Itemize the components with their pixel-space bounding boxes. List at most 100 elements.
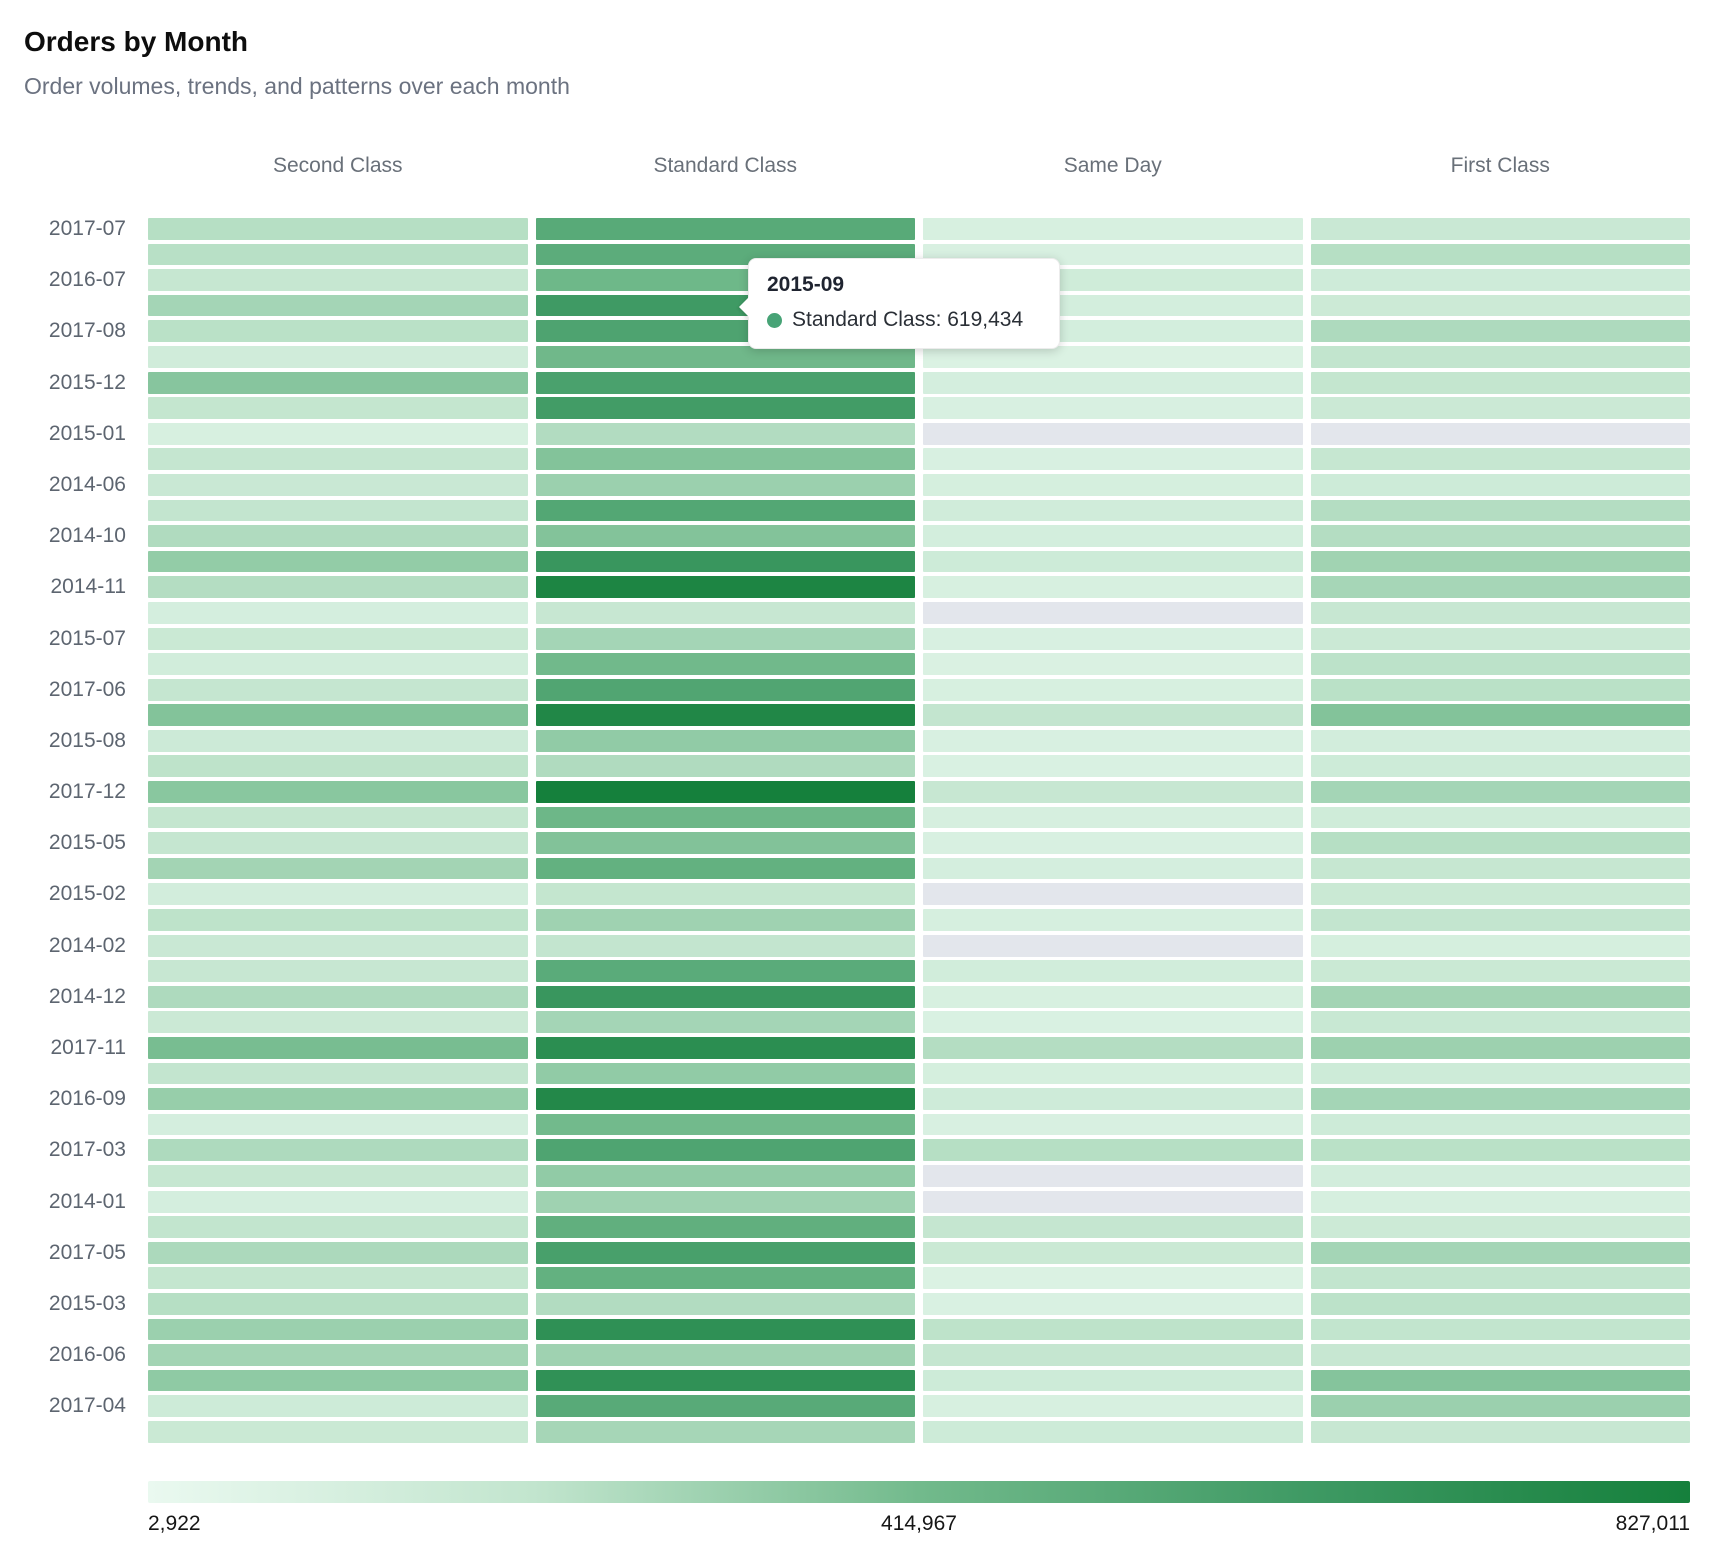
heatmap-cell[interactable] <box>535 550 915 573</box>
heatmap-cell[interactable] <box>535 832 915 855</box>
heatmap-cell[interactable] <box>535 1420 915 1443</box>
heatmap-cell[interactable] <box>1310 985 1690 1008</box>
heatmap-cell[interactable] <box>1310 1011 1690 1033</box>
heatmap-cell[interactable] <box>1310 1190 1690 1213</box>
heatmap-cell[interactable] <box>148 1113 528 1136</box>
heatmap-cell[interactable] <box>148 832 528 855</box>
heatmap-cell[interactable] <box>148 704 528 726</box>
heatmap-cell[interactable] <box>1310 960 1690 982</box>
heatmap-cell[interactable] <box>535 525 915 548</box>
heatmap-cell[interactable] <box>148 448 528 470</box>
heatmap-cell[interactable] <box>1310 857 1690 880</box>
heatmap-cell[interactable] <box>535 1190 915 1213</box>
heatmap-cell[interactable] <box>1310 473 1690 496</box>
heatmap-cell[interactable] <box>923 729 1303 752</box>
heatmap-cell[interactable] <box>535 1395 915 1418</box>
heatmap-cell[interactable] <box>923 499 1303 522</box>
heatmap-cell[interactable] <box>148 1344 528 1367</box>
heatmap-cell[interactable] <box>923 1241 1303 1264</box>
heatmap-cell[interactable] <box>535 218 915 240</box>
heatmap-cell[interactable] <box>535 653 915 675</box>
heatmap-cell[interactable] <box>1310 1395 1690 1418</box>
heatmap-cell[interactable] <box>535 806 915 829</box>
heatmap-cell[interactable] <box>923 371 1303 394</box>
heatmap-cell[interactable] <box>1310 525 1690 548</box>
heatmap-cell[interactable] <box>1310 243 1690 266</box>
heatmap-cell[interactable] <box>1310 1088 1690 1111</box>
heatmap-cell[interactable] <box>923 422 1303 445</box>
heatmap-cell[interactable] <box>148 294 528 317</box>
heatmap-cell[interactable] <box>1310 1420 1690 1443</box>
heatmap-cell[interactable] <box>148 1369 528 1392</box>
heatmap-cell[interactable] <box>1310 909 1690 931</box>
heatmap-cell[interactable] <box>923 1088 1303 1111</box>
heatmap-cell[interactable] <box>535 1267 915 1289</box>
heatmap-cell[interactable] <box>923 1139 1303 1162</box>
heatmap-cell[interactable] <box>1310 1113 1690 1136</box>
heatmap-cell[interactable] <box>1310 422 1690 445</box>
heatmap-cell[interactable] <box>148 1164 528 1187</box>
heatmap-cell[interactable] <box>1310 294 1690 317</box>
heatmap-cell[interactable] <box>148 601 528 624</box>
heatmap-cell[interactable] <box>923 601 1303 624</box>
heatmap-cell[interactable] <box>535 576 915 599</box>
heatmap-cell[interactable] <box>148 371 528 394</box>
heatmap-cell[interactable] <box>1310 499 1690 522</box>
heatmap-cell[interactable] <box>535 1216 915 1238</box>
heatmap-cell[interactable] <box>148 1395 528 1418</box>
heatmap-cell[interactable] <box>1310 601 1690 624</box>
heatmap-cell[interactable] <box>923 1267 1303 1289</box>
heatmap-cell[interactable] <box>923 525 1303 548</box>
heatmap-cell[interactable] <box>148 857 528 880</box>
heatmap-cell[interactable] <box>148 320 528 343</box>
heatmap-cell[interactable] <box>535 729 915 752</box>
heatmap-cell[interactable] <box>923 1011 1303 1033</box>
heatmap-cell[interactable] <box>923 448 1303 470</box>
heatmap-cell[interactable] <box>148 525 528 548</box>
heatmap-cell[interactable] <box>923 960 1303 982</box>
heatmap-cell[interactable] <box>148 806 528 829</box>
heatmap-cell[interactable] <box>148 755 528 778</box>
heatmap-cell[interactable] <box>148 1062 528 1085</box>
heatmap-cell[interactable] <box>1310 806 1690 829</box>
heatmap-cell[interactable] <box>1310 1062 1690 1085</box>
heatmap-cell[interactable] <box>1310 1164 1690 1187</box>
heatmap-cell[interactable] <box>923 218 1303 240</box>
heatmap-cell[interactable] <box>535 1139 915 1162</box>
heatmap-cell[interactable] <box>923 1420 1303 1443</box>
heatmap-cell[interactable] <box>923 1344 1303 1367</box>
heatmap-cell[interactable] <box>148 1420 528 1443</box>
heatmap-cell[interactable] <box>148 1139 528 1162</box>
heatmap-cell[interactable] <box>1310 755 1690 778</box>
heatmap-cell[interactable] <box>535 371 915 394</box>
heatmap-cell[interactable] <box>535 1241 915 1264</box>
heatmap-cell[interactable] <box>923 1164 1303 1187</box>
heatmap-cell[interactable] <box>923 832 1303 855</box>
heatmap-cell[interactable] <box>148 1011 528 1033</box>
heatmap-cell[interactable] <box>148 473 528 496</box>
heatmap-cell[interactable] <box>148 1318 528 1341</box>
heatmap-cell[interactable] <box>148 934 528 957</box>
heatmap-cell[interactable] <box>148 499 528 522</box>
heatmap-cell[interactable] <box>535 1369 915 1392</box>
heatmap-cell[interactable] <box>535 883 915 906</box>
heatmap-cell[interactable] <box>148 781 528 804</box>
heatmap-cell[interactable] <box>1310 1267 1690 1289</box>
heatmap-cell[interactable] <box>148 576 528 599</box>
heatmap-cell[interactable] <box>1310 320 1690 343</box>
heatmap-cell[interactable] <box>535 345 915 368</box>
heatmap-cell[interactable] <box>1310 550 1690 573</box>
heatmap-cell[interactable] <box>923 934 1303 957</box>
heatmap-cell[interactable] <box>148 985 528 1008</box>
heatmap-cell[interactable] <box>535 678 915 701</box>
heatmap-cell[interactable] <box>923 627 1303 650</box>
heatmap-cell[interactable] <box>923 781 1303 804</box>
heatmap-cell[interactable] <box>148 218 528 240</box>
heatmap-cell[interactable] <box>923 909 1303 931</box>
heatmap-cell[interactable] <box>148 1292 528 1315</box>
heatmap-cell[interactable] <box>923 1369 1303 1392</box>
heatmap-cell[interactable] <box>1310 883 1690 906</box>
heatmap-cell[interactable] <box>1310 345 1690 368</box>
heatmap-cell[interactable] <box>535 499 915 522</box>
heatmap-cell[interactable] <box>1310 1216 1690 1238</box>
